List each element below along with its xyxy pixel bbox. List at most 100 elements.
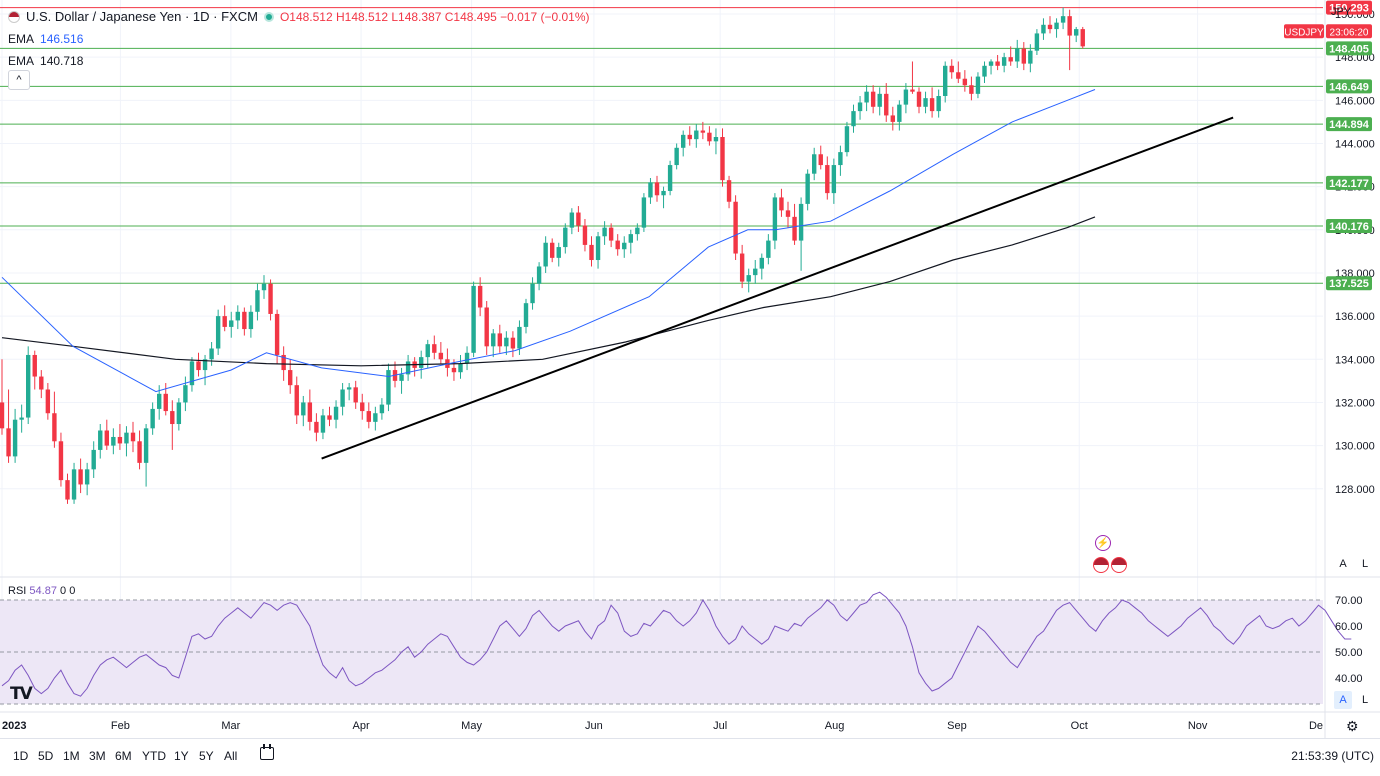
candle-body[interactable] bbox=[1060, 16, 1066, 23]
candle-body[interactable] bbox=[785, 210, 791, 217]
level-badge[interactable] bbox=[1326, 0, 1372, 15]
candle-body[interactable] bbox=[1041, 24, 1046, 34]
candle-body[interactable] bbox=[667, 165, 673, 191]
timeframe-all[interactable]: All bbox=[224, 749, 238, 763]
rsi-label[interactable]: RSI bbox=[8, 585, 27, 597]
candle-body[interactable] bbox=[242, 311, 247, 330]
candle-body[interactable] bbox=[746, 275, 751, 282]
candle-body[interactable] bbox=[137, 441, 142, 463]
candle-body[interactable] bbox=[274, 313, 280, 355]
candle-body[interactable] bbox=[419, 357, 424, 368]
candle-body[interactable] bbox=[157, 393, 162, 409]
candle-body[interactable] bbox=[877, 93, 882, 107]
candle-body[interactable] bbox=[379, 404, 385, 414]
level-badge[interactable] bbox=[1326, 276, 1372, 291]
candle-body[interactable] bbox=[150, 408, 155, 429]
candle-body[interactable] bbox=[654, 182, 660, 196]
candle-body[interactable] bbox=[222, 316, 227, 327]
candle-body[interactable] bbox=[962, 78, 968, 86]
gear-icon[interactable]: ⚙ bbox=[1346, 718, 1359, 734]
rsi-series-line[interactable] bbox=[1, 591, 1352, 697]
collapse-legend-button[interactable]: ^ bbox=[8, 70, 30, 90]
candle-body[interactable] bbox=[451, 367, 457, 373]
candle-body[interactable] bbox=[432, 344, 437, 353]
candle-body[interactable] bbox=[91, 449, 96, 470]
candle-body[interactable] bbox=[949, 65, 954, 73]
candle-body[interactable] bbox=[707, 132, 712, 142]
candle-body[interactable] bbox=[26, 354, 31, 418]
timeframe-ytd[interactable]: YTD bbox=[142, 749, 166, 763]
candle-body[interactable] bbox=[1080, 29, 1085, 47]
candle-body[interactable] bbox=[235, 311, 240, 321]
candle-body[interactable] bbox=[84, 469, 90, 485]
ema-slow-label[interactable]: EMA bbox=[8, 54, 35, 68]
candle-body[interactable] bbox=[838, 152, 843, 166]
candle-body[interactable] bbox=[78, 469, 83, 485]
level-badge[interactable] bbox=[1326, 117, 1372, 132]
candle-body[interactable] bbox=[648, 182, 653, 198]
candle-body[interactable] bbox=[52, 413, 57, 442]
candle-body[interactable] bbox=[6, 428, 11, 457]
candle-body[interactable] bbox=[884, 93, 889, 116]
level-badge[interactable] bbox=[1326, 219, 1372, 234]
candle-body[interactable] bbox=[733, 201, 738, 254]
candle-body[interactable] bbox=[543, 242, 548, 267]
candle-body[interactable] bbox=[464, 352, 470, 364]
candle-body[interactable] bbox=[130, 432, 136, 442]
candle-body[interactable] bbox=[995, 61, 1000, 66]
candle-body[interactable] bbox=[229, 320, 234, 327]
candle-body[interactable] bbox=[608, 227, 614, 241]
candle-body[interactable] bbox=[870, 91, 876, 107]
candle-body[interactable] bbox=[340, 389, 345, 407]
candle-body[interactable] bbox=[602, 227, 607, 237]
candle-body[interactable] bbox=[739, 253, 745, 282]
candle-body[interactable] bbox=[1034, 33, 1040, 51]
us-flag-icon[interactable] bbox=[1111, 557, 1127, 573]
level-badge[interactable] bbox=[1326, 79, 1372, 94]
candle-body[interactable] bbox=[438, 352, 444, 360]
candle-body[interactable] bbox=[202, 359, 208, 371]
candle-body[interactable] bbox=[281, 354, 286, 371]
candle-body[interactable] bbox=[504, 337, 509, 347]
candle-body[interactable] bbox=[215, 316, 221, 349]
candle-body[interactable] bbox=[857, 102, 863, 112]
candle-body[interactable] bbox=[982, 65, 987, 77]
lightning-icon[interactable]: ⚡ bbox=[1095, 535, 1111, 551]
candle-body[interactable] bbox=[301, 402, 306, 416]
candle-body[interactable] bbox=[943, 65, 948, 97]
timeframe-5d[interactable]: 5D bbox=[38, 749, 54, 763]
candle-body[interactable] bbox=[550, 242, 555, 258]
candle-body[interactable] bbox=[916, 91, 922, 107]
candle-body[interactable] bbox=[471, 285, 476, 353]
timeframe-5y[interactable]: 5Y bbox=[199, 749, 214, 763]
candle-body[interactable] bbox=[176, 402, 182, 425]
tradingview-logo[interactable]: TV bbox=[10, 684, 33, 704]
candle-body[interactable] bbox=[759, 257, 764, 269]
timeframe-1y[interactable]: 1Y bbox=[174, 749, 189, 763]
candle-body[interactable] bbox=[294, 385, 299, 416]
candle-body[interactable] bbox=[117, 436, 123, 444]
candle-body[interactable] bbox=[386, 370, 391, 405]
ema-fast-line[interactable] bbox=[1, 89, 1096, 393]
candle-body[interactable] bbox=[622, 242, 627, 250]
candle-body[interactable] bbox=[713, 137, 719, 142]
candle-body[interactable] bbox=[45, 389, 51, 414]
candle-body[interactable] bbox=[517, 326, 522, 349]
candle-body[interactable] bbox=[170, 411, 175, 425]
candle-body[interactable] bbox=[12, 419, 18, 457]
candle-body[interactable] bbox=[792, 216, 797, 241]
candle-body[interactable] bbox=[844, 126, 850, 153]
candle-body[interactable] bbox=[589, 244, 594, 261]
candle-body[interactable] bbox=[635, 227, 640, 235]
candle-body[interactable] bbox=[988, 61, 994, 66]
trendline-segment[interactable] bbox=[321, 116, 1234, 460]
candle-body[interactable] bbox=[1008, 57, 1013, 62]
candle-body[interactable] bbox=[530, 283, 535, 304]
level-badge[interactable] bbox=[1326, 175, 1372, 190]
chart-canvas[interactable]: 150.000148.000146.000144.000142.000140.0… bbox=[0, 0, 1380, 738]
candle-body[interactable] bbox=[360, 402, 365, 412]
candle-body[interactable] bbox=[268, 283, 273, 314]
candle-body[interactable] bbox=[98, 430, 103, 450]
candle-body[interactable] bbox=[726, 180, 732, 202]
countdown-badge[interactable] bbox=[1326, 24, 1372, 39]
